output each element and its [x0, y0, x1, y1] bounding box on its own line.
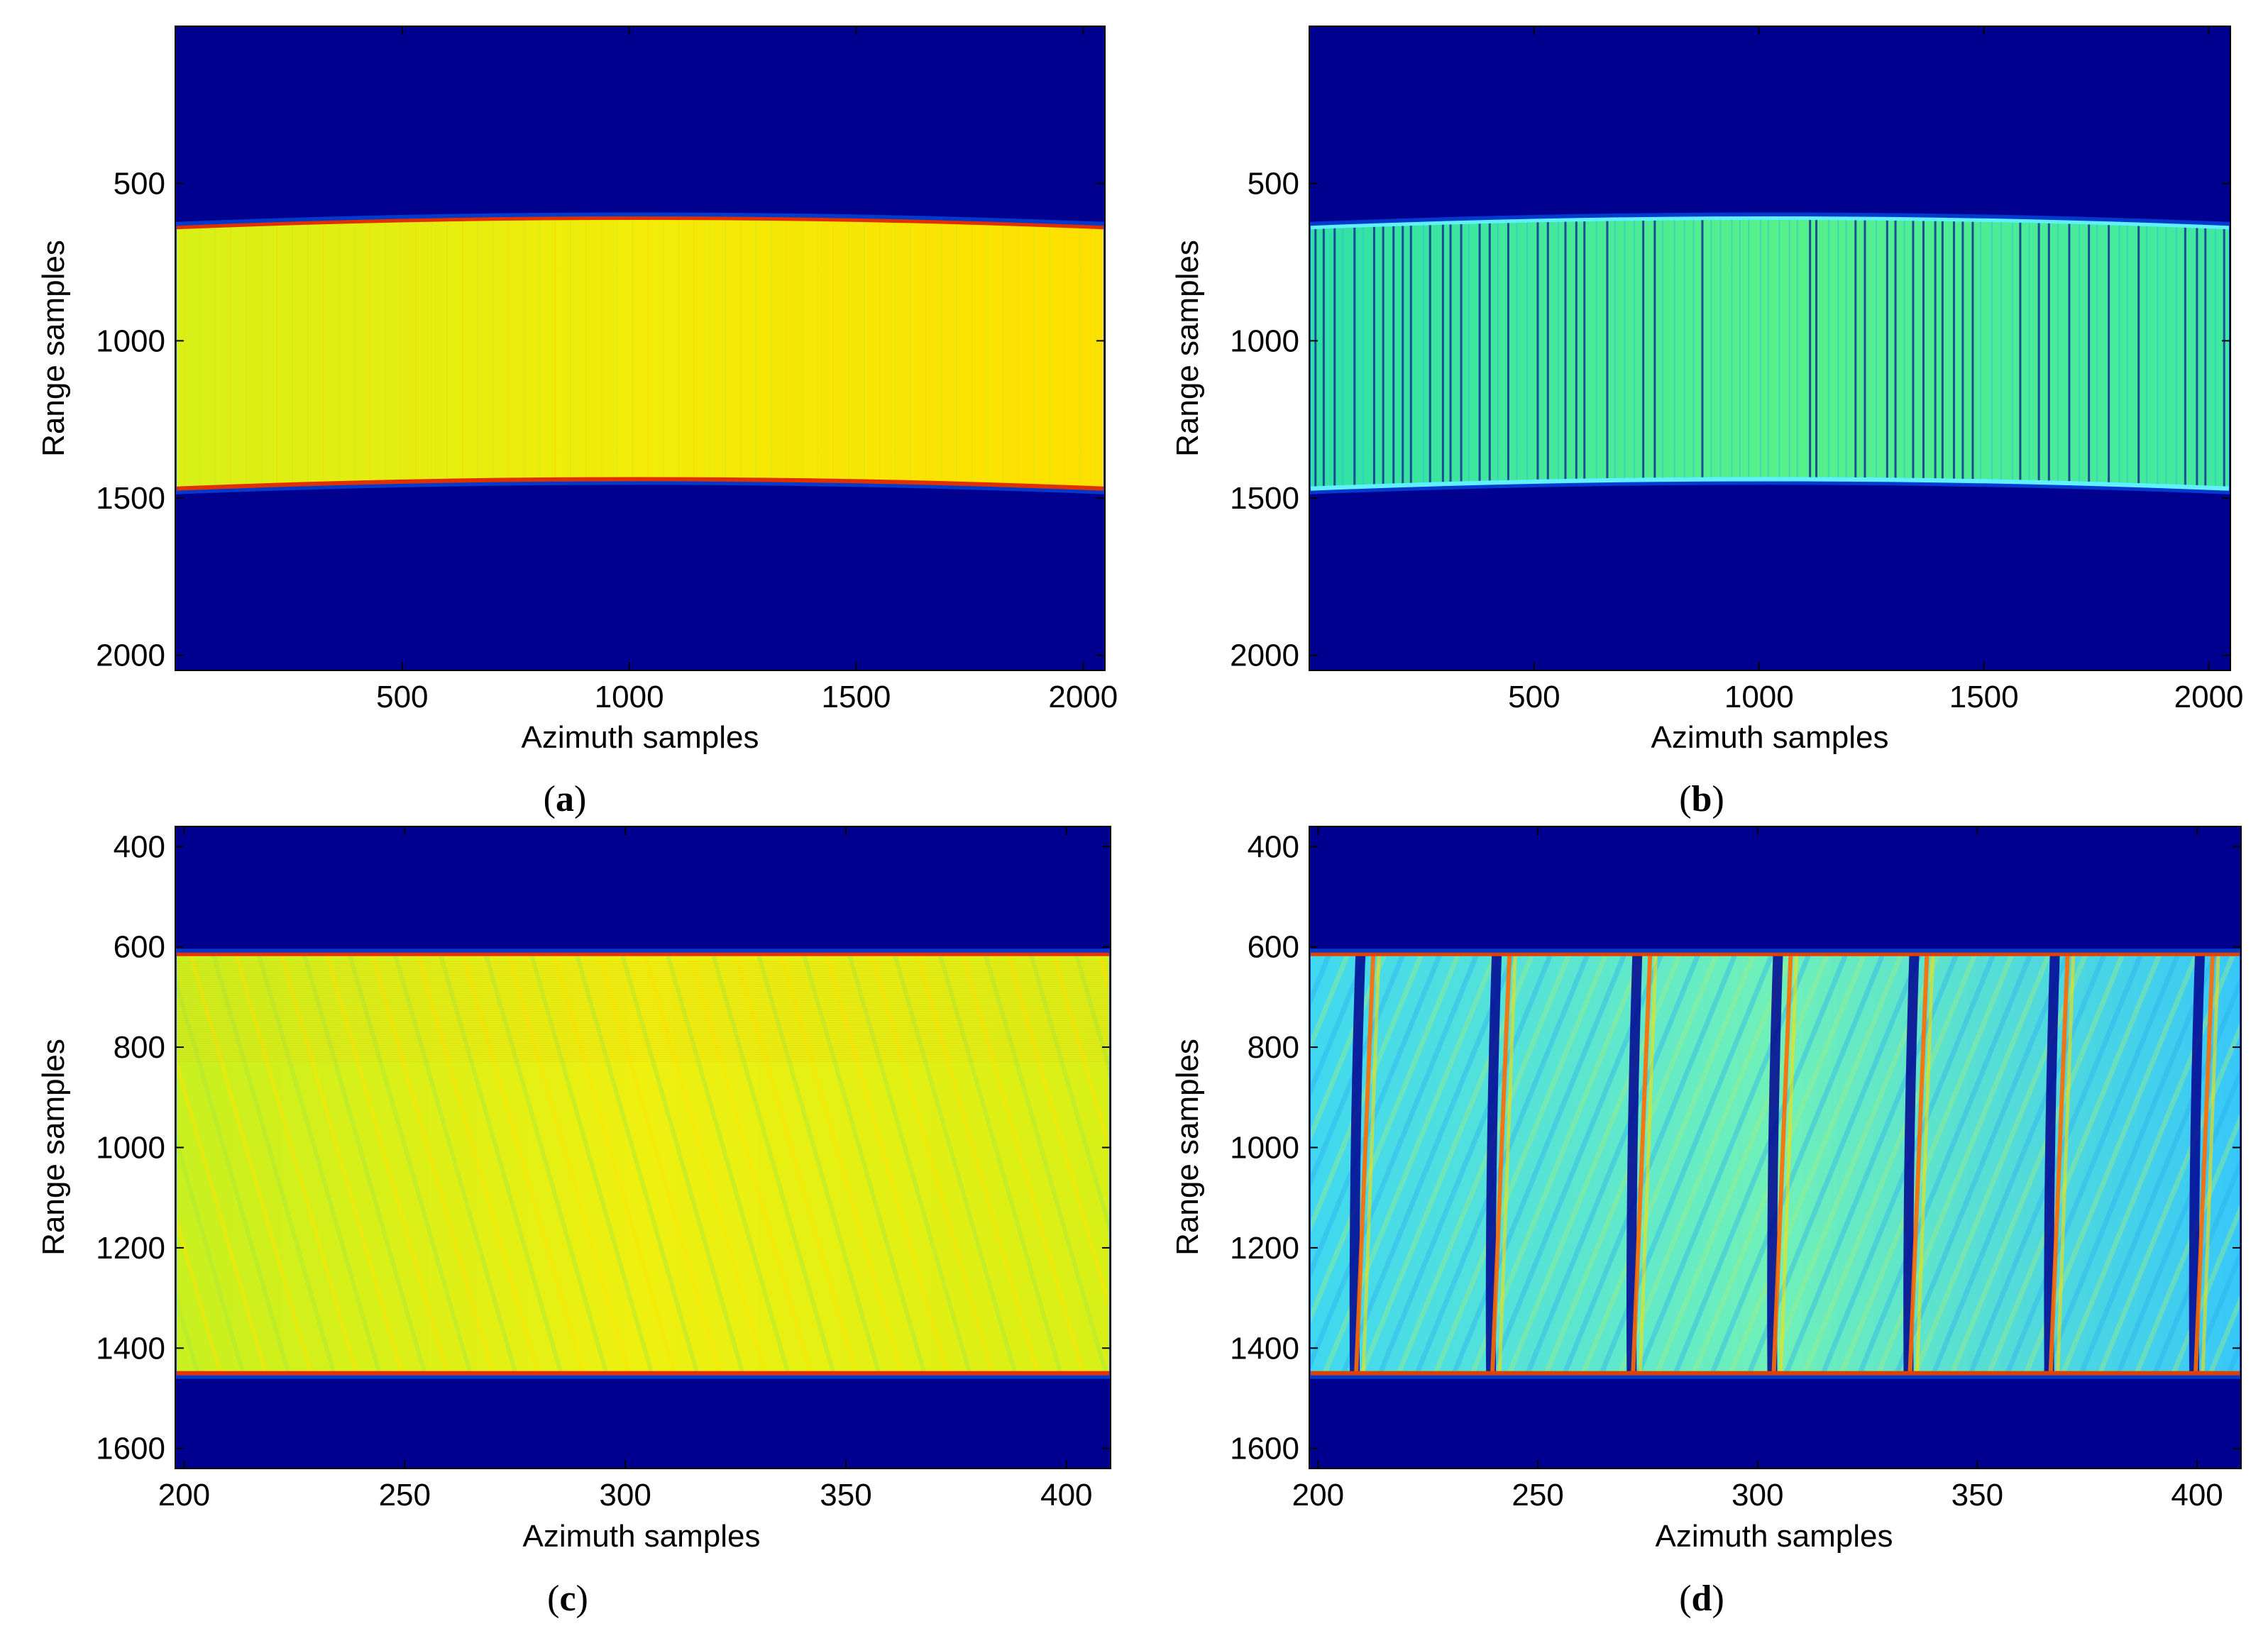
panel-c-xtick-label: 300 [599, 1478, 651, 1512]
panel-d-ytick-label: 400 [1248, 829, 1299, 864]
panel-a-ytick-label: 1500 [96, 481, 165, 516]
panel-b-xtick-label: 500 [1508, 680, 1560, 714]
panel-a-top-edge [176, 216, 1104, 230]
panel-d-xtick-label: 350 [1952, 1478, 2003, 1512]
panel-d-band-texture [1311, 954, 2240, 1373]
panel-d-ytick-label: 1400 [1230, 1331, 1299, 1366]
panel-b-xlabel: Azimuth samples [1651, 720, 1888, 755]
panel-c-band-texture [177, 954, 1109, 1373]
panel-c-caption-letter: c [559, 1578, 576, 1619]
panel-b-bottom-edge [1310, 477, 2230, 491]
panel-a-band-texture [183, 218, 1097, 489]
panel-d-yticks: 400 600 800 1000 1200 1400 1600 [1230, 829, 2241, 1466]
panel-b-xtick-label: 2000 [2174, 680, 2244, 714]
panel-d-ytick-label: 800 [1248, 1030, 1299, 1065]
panel-b-xticks: 500 1000 1500 2000 [1508, 26, 2244, 714]
panel-a-caption: (a) [544, 779, 587, 819]
panel-a-ylabel: Range samples [36, 240, 71, 457]
panel-b-ytick-label: 1500 [1230, 481, 1299, 516]
panel-b: 500 1000 1500 2000 500 1000 1500 2000 Azimuth … [1170, 26, 2244, 819]
panel-c-ytick-label: 1600 [96, 1432, 165, 1466]
panel-d-xtick-label: 250 [1512, 1478, 1563, 1512]
panel-b-signal-band [1311, 218, 2229, 489]
panel-b-ytick-label: 2000 [1230, 638, 1299, 673]
panel-a-xticks: 500 1000 1500 2000 [376, 26, 1118, 714]
panel-d: 200 250 300 350 400 400 600 800 1000 1200 1400 160… [1170, 826, 2242, 1619]
panel-d-ytick-label: 1600 [1230, 1432, 1299, 1466]
panel-a: 500 1000 1500 2000 500 1000 1500 2000 Azimuth … [36, 26, 1118, 819]
panel-b-top-edge [1310, 216, 2230, 230]
panel-d-xtick-label: 200 [1292, 1478, 1344, 1512]
panel-b-caption-letter: b [1692, 779, 1712, 819]
panel-a-xtick-label: 1500 [822, 680, 891, 714]
panel-c-ytick-label: 400 [114, 829, 165, 864]
panel-a-frame [175, 26, 1106, 671]
panel-c-xtick-label: 250 [379, 1478, 431, 1512]
panel-b-xtick-label: 1000 [1724, 680, 1794, 714]
panel-c-xtick-label: 200 [158, 1478, 210, 1512]
panel-c-xlabel: Azimuth samples [522, 1519, 760, 1554]
panel-c-signal-band [177, 954, 1109, 1373]
panel-b-band-texture [1314, 218, 2225, 489]
panel-a-ytick-label: 1000 [96, 323, 165, 358]
panel-d-ytick-label: 600 [1248, 930, 1299, 965]
panel-a-yticks: 500 1000 1500 2000 [96, 167, 1105, 673]
panel-c: 200 250 300 350 400 400 600 800 1000 1200 1400 160… [36, 826, 1111, 1619]
panel-c-xtick-label: 350 [820, 1478, 871, 1512]
panel-b-yticks: 500 1000 1500 2000 [1230, 167, 2230, 673]
panel-d-xtick-label: 400 [2171, 1478, 2223, 1512]
panel-b-ylabel: Range samples [1170, 240, 1205, 457]
panel-b-caption: (b) [1679, 779, 1724, 819]
panel-d-caption-letter: d [1692, 1578, 1712, 1619]
panel-c-ytick-label: 1400 [96, 1331, 165, 1366]
panel-c-ytick-label: 1000 [96, 1131, 165, 1166]
panel-d-xticks: 200 250 300 350 400 [1292, 826, 2223, 1512]
panel-b-xtick-label: 1500 [1949, 680, 2019, 714]
panel-c-caption: (c) [547, 1578, 588, 1619]
panel-b-ytick-label: 1000 [1230, 323, 1299, 358]
panel-a-ytick-label: 2000 [96, 638, 165, 673]
panel-c-ytick-label: 1200 [96, 1231, 165, 1266]
panel-a-signal-band [177, 218, 1103, 489]
panel-d-caption: (d) [1679, 1578, 1724, 1619]
panel-d-ylabel: Range samples [1170, 1039, 1205, 1256]
panel-c-ytick-label: 800 [114, 1030, 165, 1065]
panel-a-caption-letter: a [556, 779, 574, 819]
panel-a-ytick-label: 500 [114, 167, 165, 201]
panel-c-plot [175, 948, 1111, 1379]
panel-a-plot [175, 212, 1105, 494]
panel-a-xlabel: Azimuth samples [521, 720, 759, 755]
panel-c-ylabel: Range samples [36, 1039, 71, 1256]
panel-a-xtick-label: 2000 [1048, 680, 1118, 714]
panel-c-yticks: 400 600 800 1000 1200 1400 1600 [96, 829, 1111, 1466]
panel-b-frame [1309, 26, 2231, 671]
panel-d-ytick-label: 1000 [1230, 1131, 1299, 1166]
panel-c-xticks: 200 250 300 350 400 [158, 826, 1093, 1512]
panel-d-plot [1309, 948, 2241, 1379]
panel-d-xlabel: Azimuth samples [1655, 1519, 1893, 1554]
panel-c-ytick-label: 600 [114, 930, 165, 965]
panel-a-xtick-label: 1000 [595, 680, 664, 714]
panel-a-xtick-label: 500 [376, 680, 428, 714]
panel-b-plot [1309, 212, 2230, 494]
panel-a-bottom-edge [176, 477, 1104, 491]
panel-b-ytick-label: 500 [1248, 167, 1299, 201]
panel-d-xtick-label: 300 [1732, 1478, 1783, 1512]
panel-d-ytick-label: 1200 [1230, 1231, 1299, 1266]
panel-c-xtick-label: 400 [1040, 1478, 1092, 1512]
